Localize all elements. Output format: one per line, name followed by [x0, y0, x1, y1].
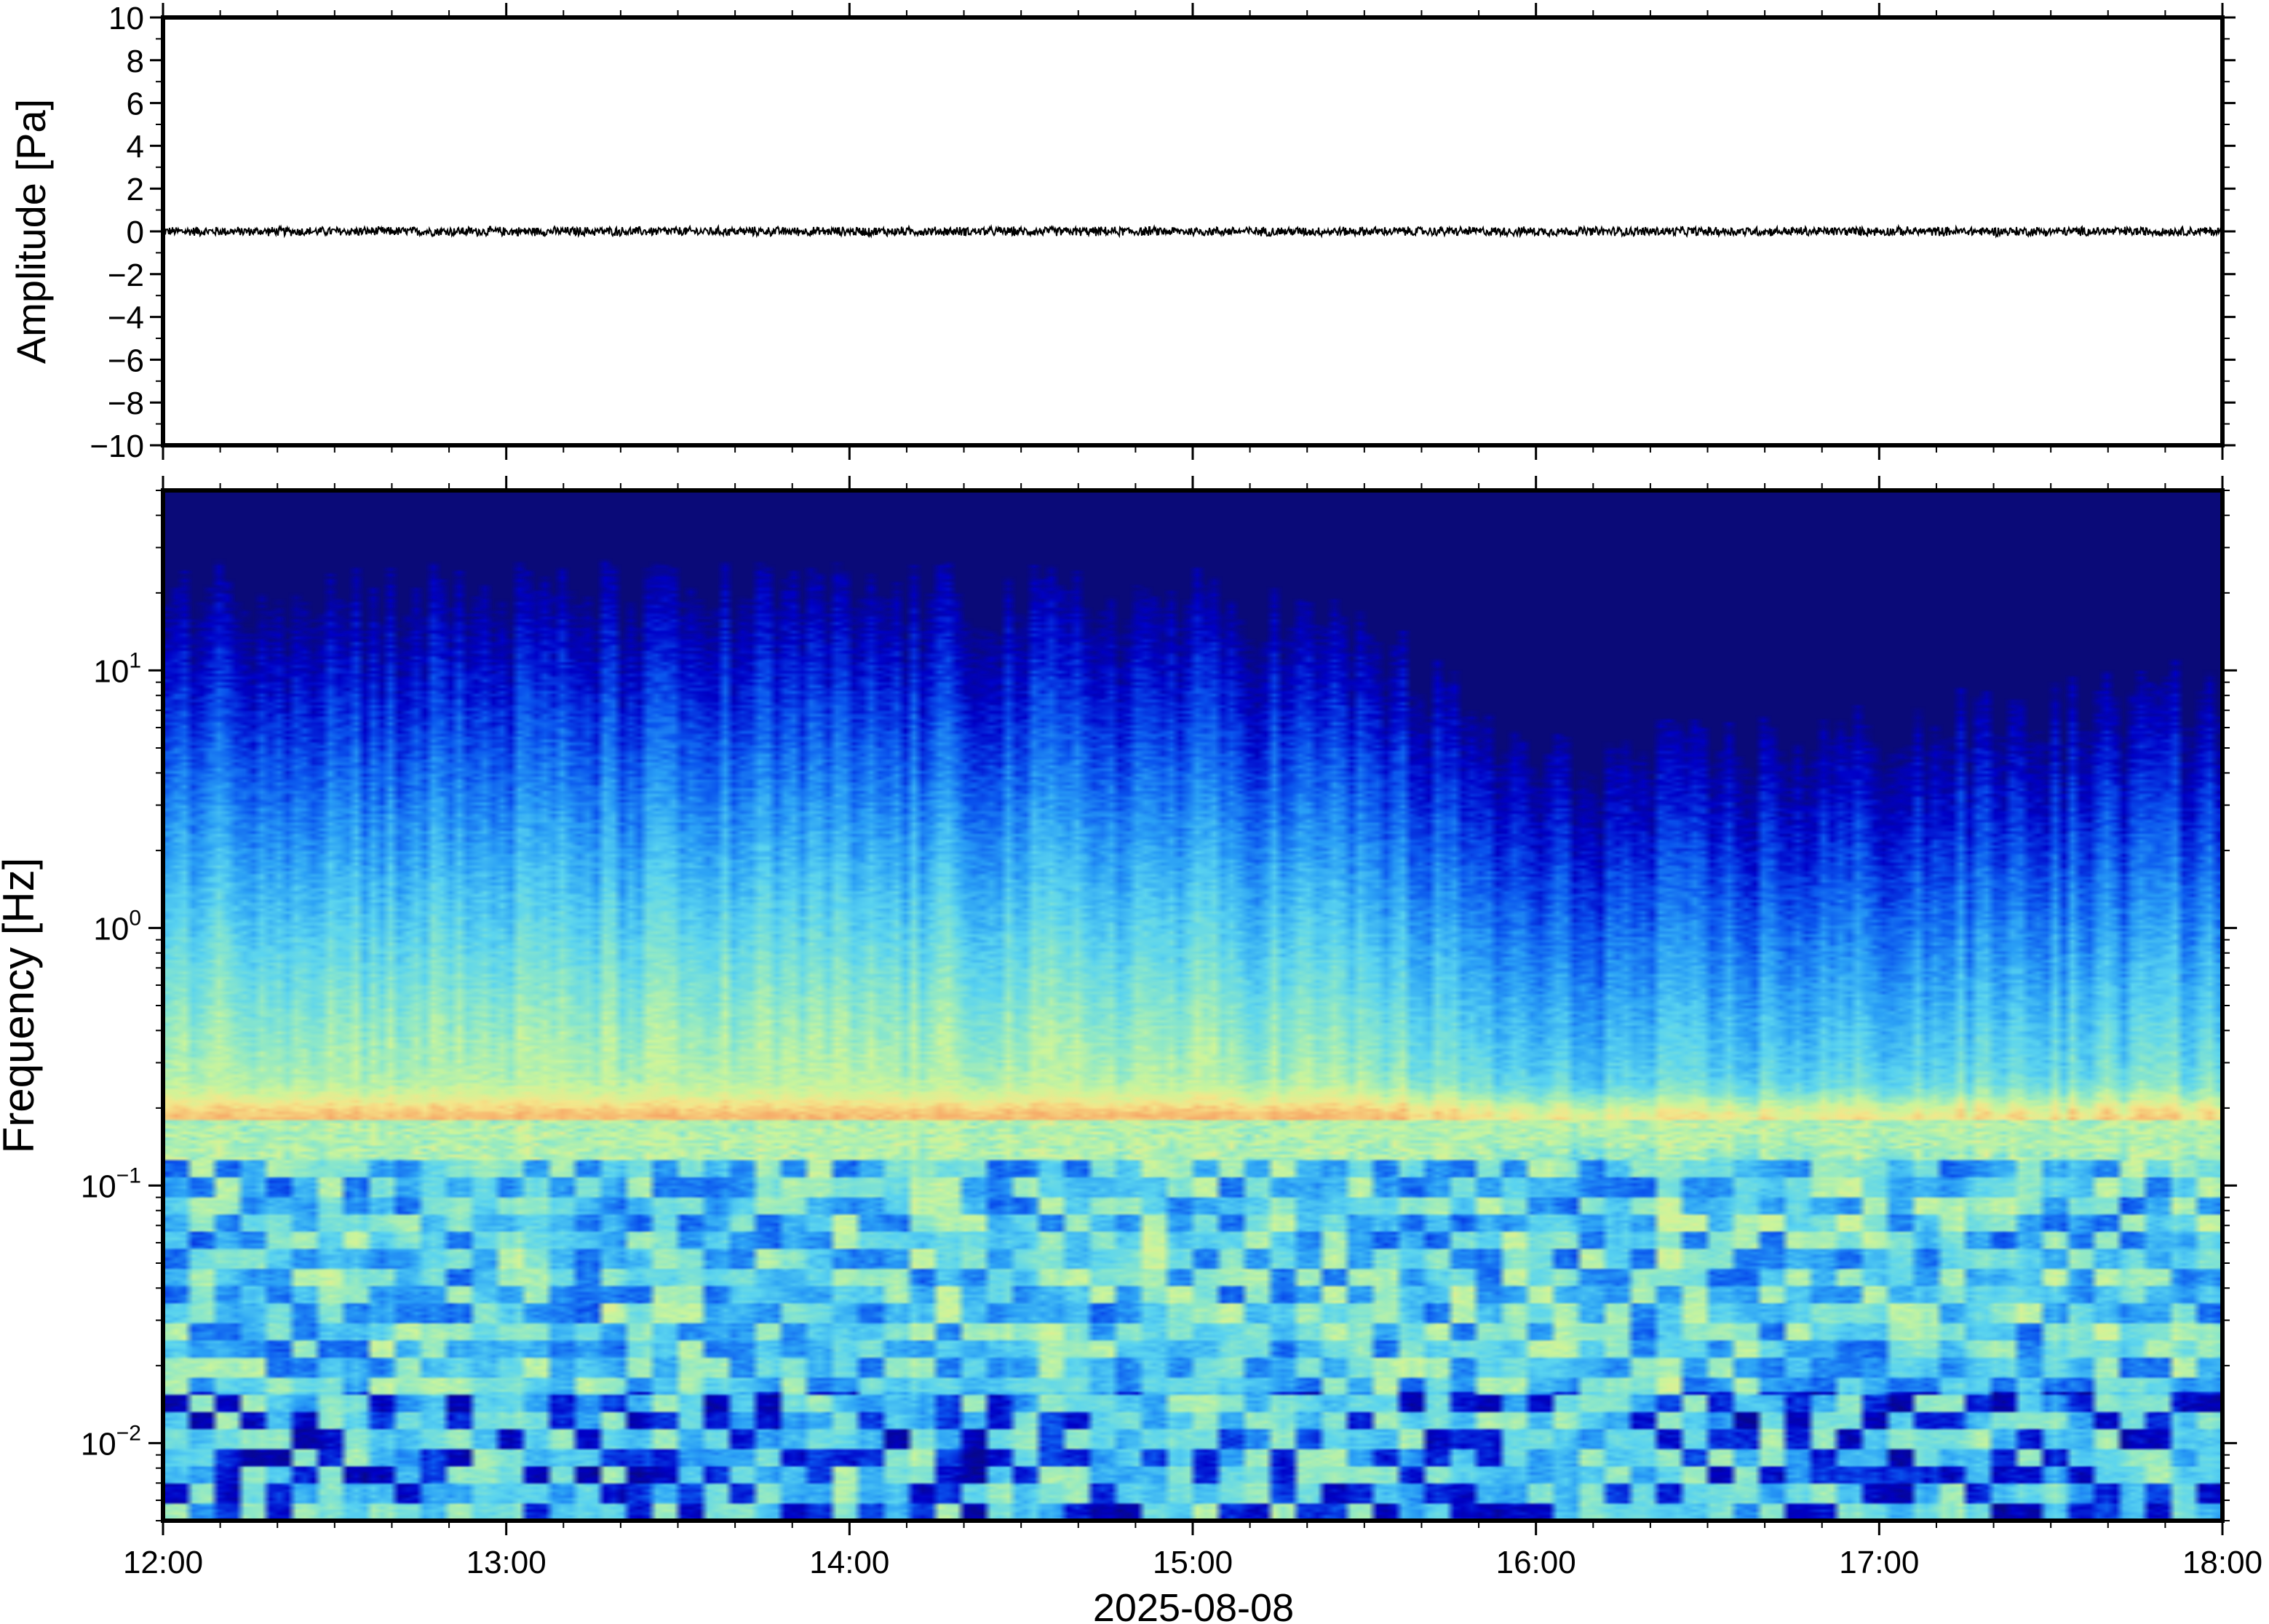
amplitude-y-tick-label: −8	[108, 386, 144, 421]
spectrogram-x-tick-label: 18:00	[2182, 1545, 2262, 1580]
amplitude-y-tick-label: 10	[108, 1, 144, 36]
spectrogram-x-tick-label: 16:00	[1496, 1545, 1576, 1580]
spectrogram-panel: 10−2 10−1 100 101 12:00 13:00 14:00 15:00 16:00…	[0, 476, 2262, 1624]
spectrogram-y-label: Frequency [Hz]	[0, 858, 43, 1154]
amplitude-y-tick-label: −10	[90, 429, 144, 464]
amplitude-y-tick-label: 4	[127, 129, 144, 164]
amplitude-y-tick-label: 6	[127, 87, 144, 122]
amplitude-y-tick-label: −6	[108, 343, 144, 378]
amplitude-trace	[163, 223, 2222, 239]
amplitude-y-tick-label: 2	[127, 172, 144, 207]
amplitude-y-axis: 10 8 6 4 2 0 −2 −4 −6 −8 −10	[90, 1, 2236, 464]
spectrogram-x-tick-label: 13:00	[466, 1545, 547, 1580]
spectrogram-x-tick-label: 15:00	[1153, 1545, 1233, 1580]
spectrogram-x-tick-label: 12:00	[123, 1545, 203, 1580]
spectrogram-y-tick-label: 10−2	[81, 1421, 141, 1462]
spectrogram-y-tick-label: 10−1	[81, 1163, 141, 1204]
spectrogram-heatmap	[163, 490, 2222, 1521]
spectrogram-y-tick-label: 101	[93, 648, 141, 689]
amplitude-y-tick-label: 8	[127, 44, 144, 79]
spectrogram-y-tick-label: 100	[93, 906, 141, 947]
amplitude-y-tick-label: 0	[127, 215, 144, 250]
spectrogram-x-tick-label: 17:00	[1839, 1545, 1919, 1580]
spectrogram-x-axis: 12:00 13:00 14:00 15:00 16:00 17:00 18:00	[123, 476, 2262, 1580]
amplitude-y-tick-label: −2	[108, 258, 144, 293]
amplitude-y-label: Amplitude [Pa]	[8, 99, 54, 364]
spectrogram-x-label: 2025-08-08	[1093, 1586, 1294, 1624]
spectrogram-y-axis: 10−2 10−1 100 101	[81, 490, 2237, 1521]
amplitude-x-ticks	[162, 3, 2224, 460]
spectrogram-x-tick-label: 14:00	[809, 1545, 889, 1580]
amplitude-y-tick-label: −4	[108, 300, 144, 336]
amplitude-panel: 10 8 6 4 2 0 −2 −4 −6 −8 −10 Amplitude [Pa]	[8, 1, 2236, 464]
